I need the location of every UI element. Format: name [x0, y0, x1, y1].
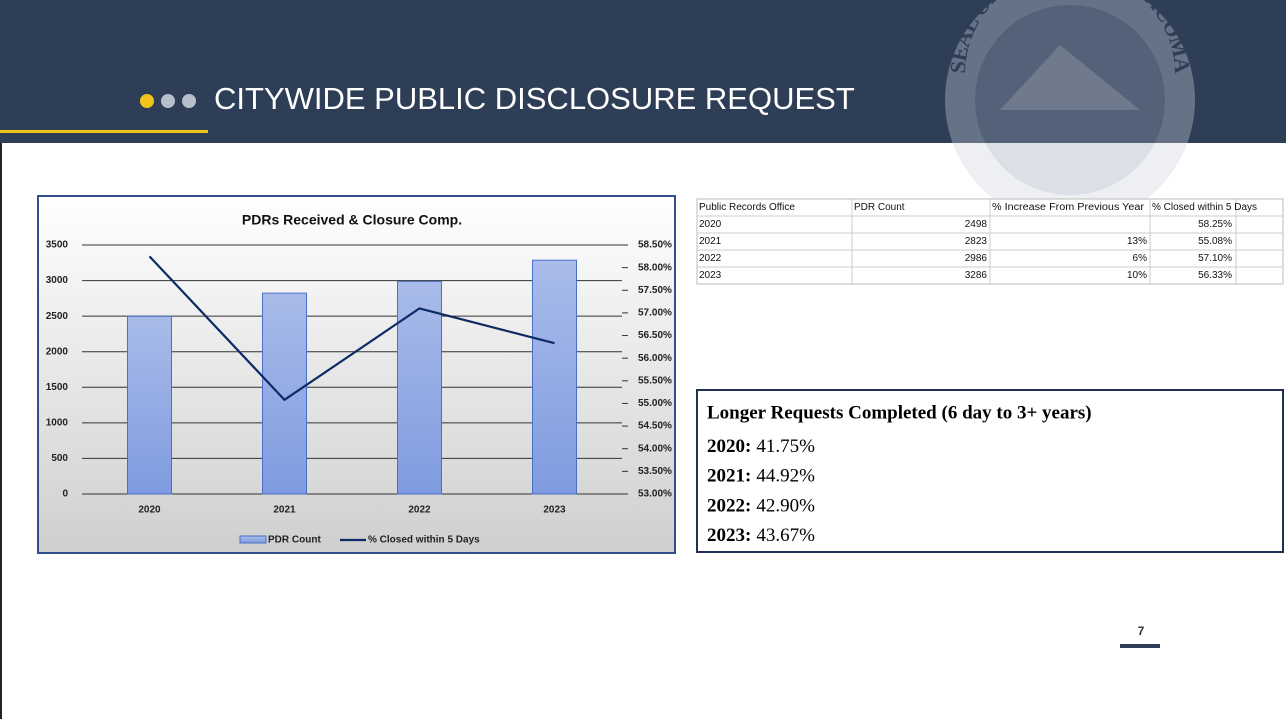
table-cell: 2023: [699, 270, 722, 281]
slide-title: CITYWIDE PUBLIC DISCLOSURE REQUEST: [214, 81, 855, 116]
item-label: 2020:: [707, 436, 751, 457]
chart: 0 500 1000 1500 2000 2500 3000 3500 53.00% 53.50%…: [46, 240, 672, 546]
chart-title: PDRs Received & Closure Comp.: [242, 212, 462, 228]
table-cell: 3286: [965, 270, 988, 281]
y2-tick-label: 58.50%: [638, 240, 672, 251]
y2-tick-label: 57.00%: [638, 308, 672, 319]
textbox-title: Longer Requests Completed (6 day to 3+ y…: [707, 402, 1092, 423]
y2-tick-label: 53.50%: [638, 466, 672, 477]
table-cell: 57.10%: [1198, 253, 1232, 264]
y-tick-label: 3000: [46, 275, 69, 286]
y2-tick-label: 55.50%: [638, 375, 672, 386]
y2-tick-label: 53.00%: [638, 489, 672, 500]
page-number-bar: [1120, 644, 1160, 648]
table-cell: 56.33%: [1198, 270, 1232, 281]
item-label: 2021:: [707, 466, 751, 487]
table-cell: 2823: [965, 236, 988, 247]
legend-swatch: [239, 535, 267, 544]
y2-tick-label: 54.00%: [638, 443, 672, 454]
textbox-item: 2022: 42.90%: [707, 496, 815, 517]
table-cell: 58.25%: [1198, 219, 1232, 230]
bar: [397, 281, 442, 495]
y-tick-label: 2000: [46, 346, 69, 357]
x-tick-label: 2020: [138, 505, 161, 516]
table-cell: 2498: [965, 219, 988, 230]
x-tick-label: 2022: [408, 505, 431, 516]
table: Public Records Office PDR Count % Increase…: [696, 198, 1284, 285]
y-tick-label: 1000: [46, 417, 69, 428]
page-number: 7: [1138, 624, 1145, 638]
y-tick-label: 3500: [46, 240, 69, 251]
dot: [161, 94, 175, 108]
y2-tick-label: 57.50%: [638, 285, 672, 296]
textbox-item: 2020: 41.75%: [707, 436, 815, 457]
y-tick-label: 2500: [46, 311, 69, 322]
table-cell: 10%: [1127, 270, 1147, 281]
table-cell: 2021: [699, 236, 722, 247]
item-label: 2023:: [707, 525, 751, 546]
bar: [262, 292, 307, 495]
bar: [127, 315, 172, 495]
textbox-item: 2021: 44.92%: [707, 466, 815, 487]
bar: [532, 259, 577, 495]
table-header: % Closed within 5 Days: [1152, 202, 1257, 213]
y-tick-label: 1500: [46, 382, 69, 393]
line: [148, 255, 555, 402]
y2-tick-label: 56.50%: [638, 330, 672, 341]
x-tick-label: 2021: [273, 505, 296, 516]
seal-inner: [975, 5, 1165, 195]
table-cell: 2986: [965, 253, 988, 264]
item-value: 43.67%: [756, 525, 815, 546]
table-cell: 13%: [1127, 236, 1147, 247]
textbox-item: 2023: 43.67%: [707, 525, 815, 546]
legend-label: % Closed within 5 Days: [368, 535, 480, 546]
item-value: 44.92%: [756, 466, 815, 487]
textbox: [696, 389, 1284, 553]
y2-tick-label: 56.00%: [638, 353, 672, 364]
table-header: % Increase From Previous Year: [992, 202, 1145, 213]
table-cell: 6%: [1133, 253, 1148, 264]
table-cell: 55.08%: [1198, 236, 1232, 247]
y2-tick-label: 55.00%: [638, 398, 672, 409]
table-cell: 2020: [699, 219, 722, 230]
y-tick-label: 500: [51, 453, 68, 464]
seal-disc: [945, 0, 1195, 225]
item-value: 42.90%: [756, 496, 815, 517]
textbox-items: 2020: 41.75%2021: 44.92%2022: 42.90%2023: 43…: [707, 436, 815, 546]
accent-line: [0, 130, 208, 133]
table-cell: 2022: [699, 253, 722, 264]
item-label: 2022:: [707, 496, 751, 517]
header-band: [0, 0, 1286, 143]
table-header: PDR Count: [854, 202, 905, 213]
seal-mountain: [1000, 45, 1140, 110]
table-header: Public Records Office: [699, 202, 795, 213]
seal: SEAL OF THE CITY OF TACOMA: [945, 0, 1195, 225]
x-tick-label: 2023: [543, 505, 566, 516]
y-tick-label: 0: [62, 489, 68, 500]
dot: [140, 94, 154, 108]
y2-tick-label: 58.00%: [638, 262, 672, 273]
y2-tick-label: 54.50%: [638, 421, 672, 432]
legend-label: PDR Count: [268, 535, 321, 546]
dot: [182, 94, 196, 108]
item-value: 41.75%: [756, 436, 815, 457]
